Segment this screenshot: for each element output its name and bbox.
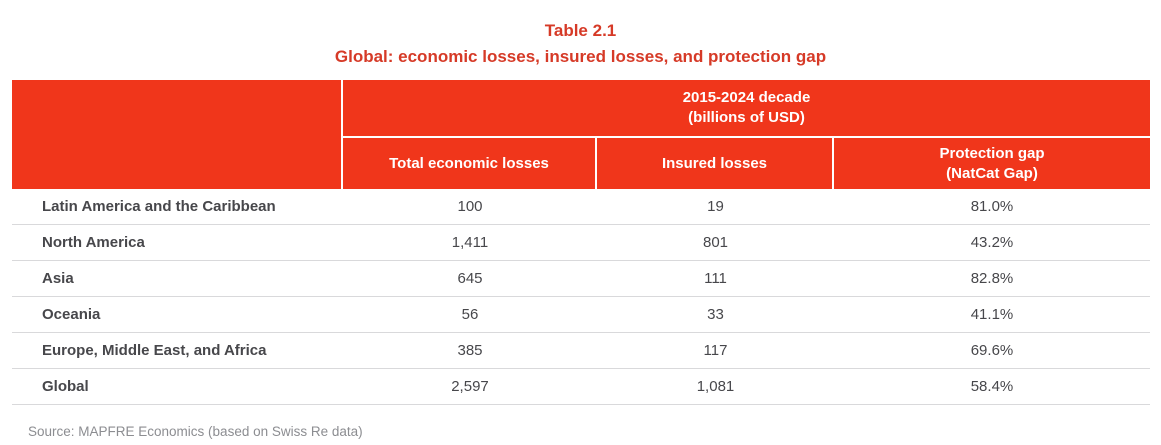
insured-losses-cell: 801 xyxy=(702,234,729,251)
column-header-protection-gap: Protection gap (NatCat Gap) xyxy=(834,138,1150,189)
table-row: North America 1,411 801 43.2% xyxy=(12,225,1150,261)
protection-gap-cell: 58.4% xyxy=(970,378,1014,395)
insured-losses-cell: 19 xyxy=(707,198,724,215)
protection-gap-cell: 43.2% xyxy=(970,234,1014,251)
source-note: Source: MAPFRE Economics (based on Swiss… xyxy=(28,424,363,439)
total-economic-losses-cell: 1,411 xyxy=(451,234,489,251)
table-row: Asia 645 111 82.8% xyxy=(12,261,1150,297)
region-cell: North America xyxy=(42,234,145,251)
column-header-total-economic-losses: Total economic losses xyxy=(343,138,595,189)
table-number: Table 2.1 xyxy=(544,21,617,40)
table-caption: Global: economic losses, insured losses,… xyxy=(334,47,827,66)
table-row: Latin America and the Caribbean 100 19 81.0… xyxy=(12,189,1150,225)
protection-gap-cell: 81.0% xyxy=(970,198,1014,215)
corner-header-cell xyxy=(12,80,341,189)
table-header: 2015-2024 decade (billions of USD) Total… xyxy=(12,80,1150,189)
insured-losses-cell: 117 xyxy=(703,342,728,359)
protection-gap-cell: 41.1% xyxy=(970,306,1014,323)
total-economic-losses-cell: 2,597 xyxy=(451,378,489,395)
total-economic-losses-cell: 645 xyxy=(457,270,483,287)
table-row: Oceania 56 33 41.1% xyxy=(12,297,1150,333)
protection-gap-cell: 69.6% xyxy=(970,342,1014,359)
insured-losses-cell: 33 xyxy=(707,306,724,323)
table-row: Europe, Middle East, and Africa 385 117 69.… xyxy=(12,333,1150,369)
table-row: Global 2,597 1,081 58.4% xyxy=(12,369,1150,405)
protection-gap-cell: 82.8% xyxy=(970,270,1014,287)
region-cell: Asia xyxy=(42,270,74,287)
total-economic-losses-cell: 385 xyxy=(457,342,483,359)
insured-losses-cell: 1,081 xyxy=(696,378,735,395)
region-cell: Europe, Middle East, and Africa xyxy=(42,342,267,359)
group-header-cell: 2015-2024 decade (billions of USD) xyxy=(343,80,1150,136)
table-title-block: Table 2.1 Global: economic losses, insur… xyxy=(0,0,1161,70)
total-economic-losses-cell: 100 xyxy=(457,198,483,215)
region-cell: Global xyxy=(42,378,89,395)
region-cell: Oceania xyxy=(42,306,101,323)
column-header-insured-losses: Insured losses xyxy=(597,138,832,189)
total-economic-losses-cell: 56 xyxy=(461,306,479,323)
table-body: Latin America and the Caribbean 100 19 81.0… xyxy=(12,189,1150,405)
losses-table: 2015-2024 decade (billions of USD) Total… xyxy=(12,80,1150,405)
insured-losses-cell: 111 xyxy=(704,270,727,287)
region-cell: Latin America and the Caribbean xyxy=(42,198,276,215)
